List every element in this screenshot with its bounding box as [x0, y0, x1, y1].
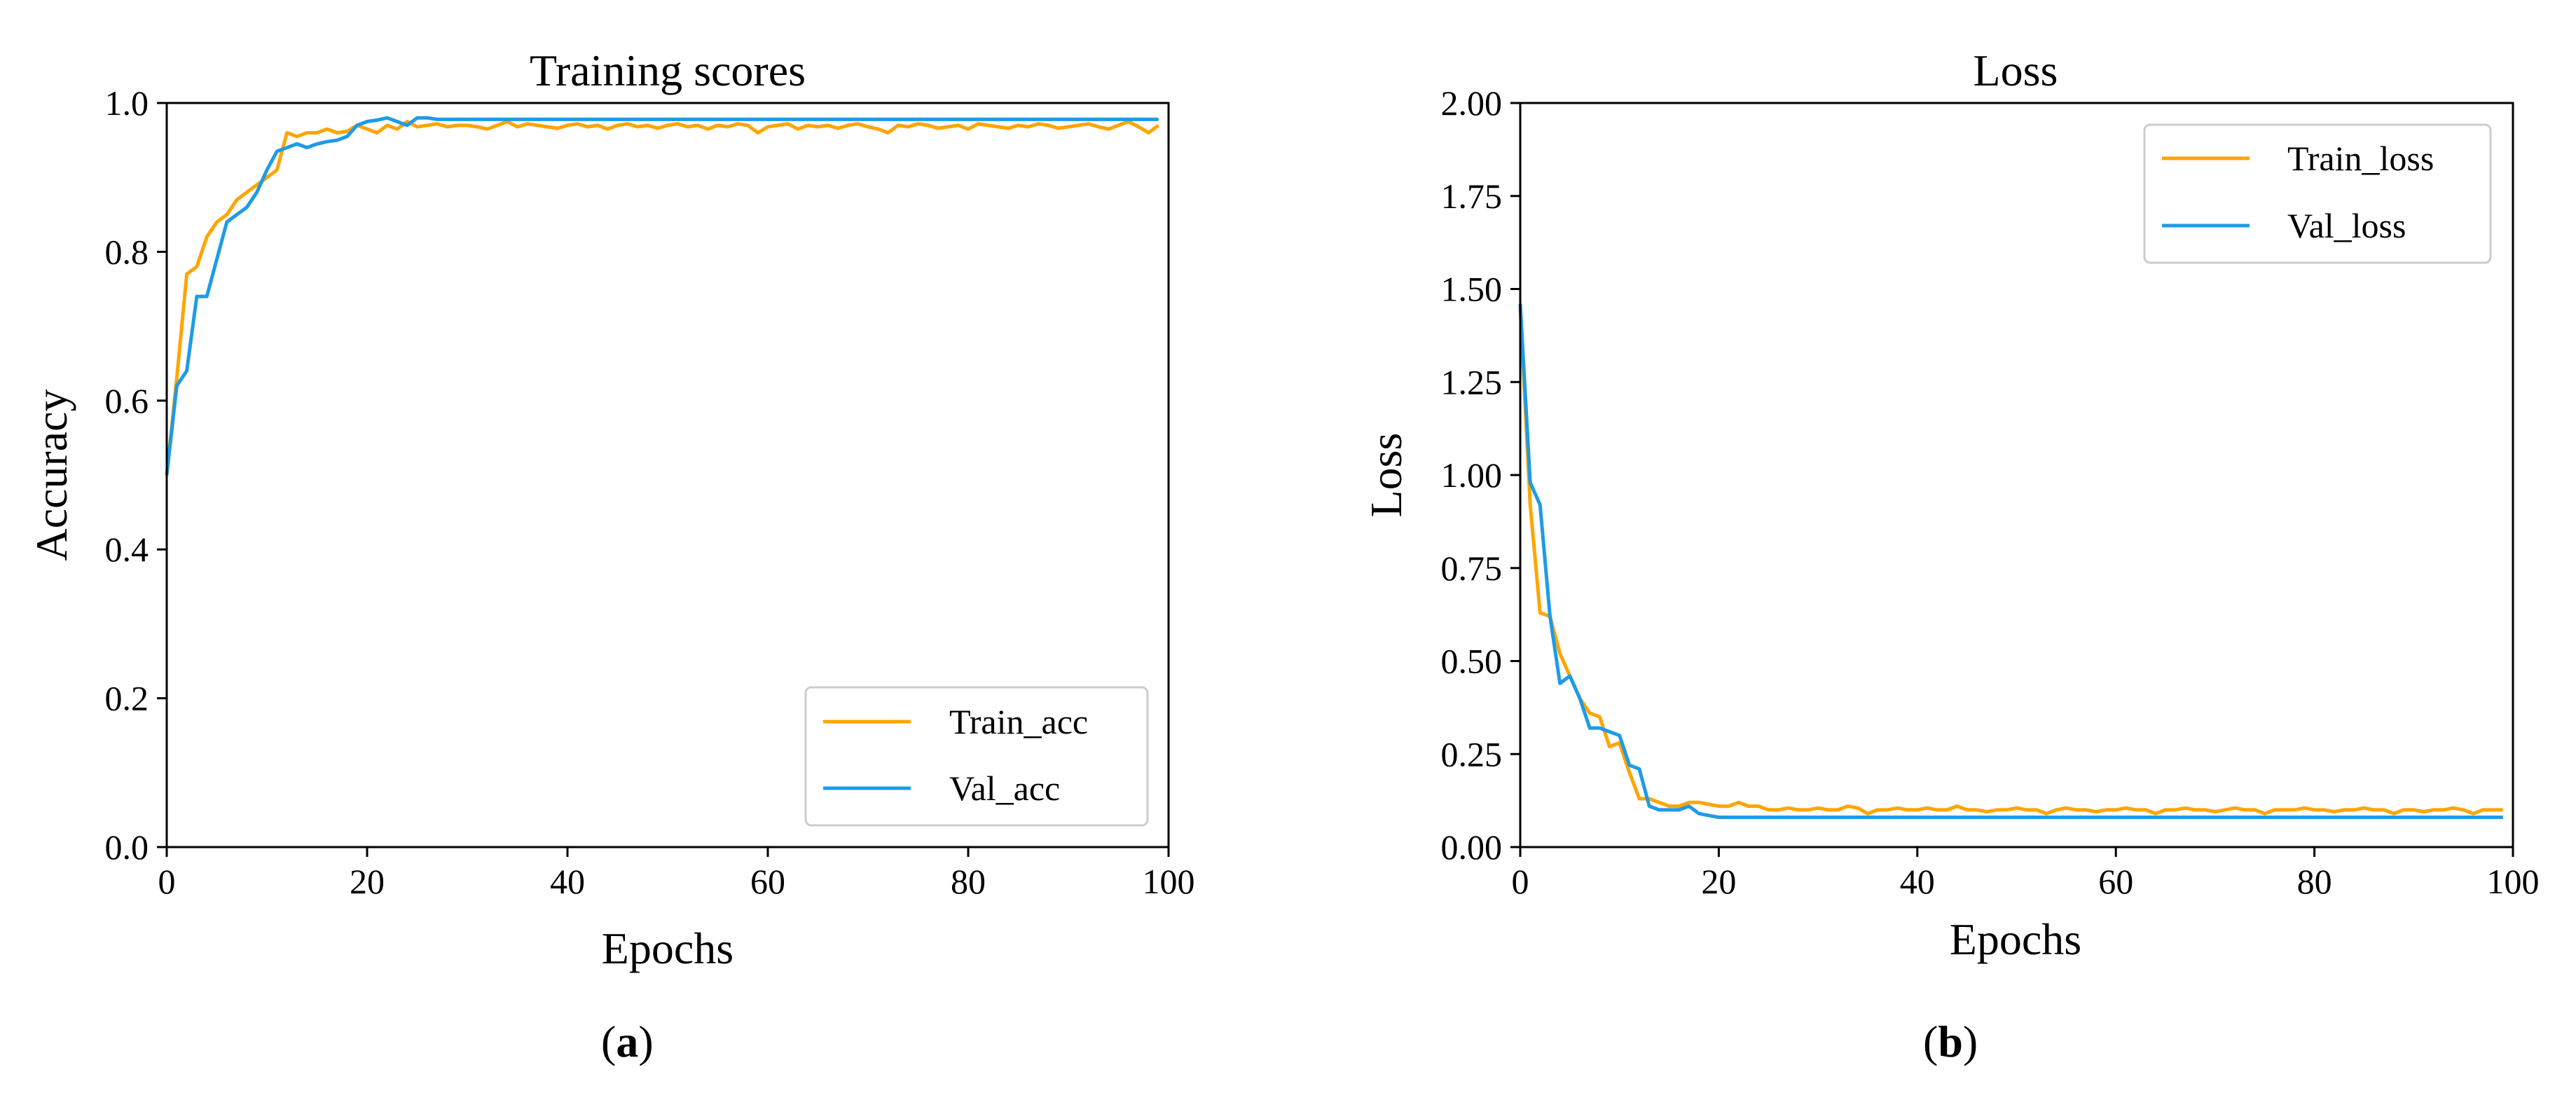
x-tick-label: 0: [158, 862, 176, 901]
x-tick-label: 20: [1701, 862, 1736, 901]
chart-title: Training scores: [530, 46, 806, 95]
legend: Train_acc Val_acc: [804, 686, 1149, 827]
chart-loss: Loss 0 20 40 60 80 100 0.00 0.25 0.50 0.75 1.00 1.…: [1361, 46, 2540, 1066]
legend-label-train-acc: Train_acc: [949, 702, 1088, 741]
y-tick-label: 1.00: [1441, 455, 1503, 495]
x-tick-label: 80: [2297, 862, 2332, 901]
y-axis-ticks: 0.00 0.25 0.50 0.75 1.00 1.25 1.50 1.75 2.00: [1441, 83, 1520, 867]
subfigure-caption-a: (a): [601, 1017, 654, 1066]
y-tick-label: 0.75: [1441, 549, 1503, 588]
x-axis-ticks: 0 20 40 60 80 100: [158, 847, 1195, 901]
series-line-train-loss: [1518, 307, 2503, 816]
series-line-val-loss: [1518, 303, 2503, 819]
y-tick-label: 1.25: [1441, 362, 1503, 401]
x-tick-label: 100: [2487, 862, 2540, 901]
x-tick-label: 100: [1143, 862, 1195, 901]
x-tick-label: 40: [550, 862, 585, 901]
y-axis-ticks: 0.0 0.2 0.4 0.6 0.8 1.0: [105, 83, 167, 867]
chart-training-scores: Training scores 0 20 40 60 80 100 0.00.20.40.…: [27, 46, 1195, 1066]
y-tick-label: 2.00: [1441, 83, 1503, 123]
x-tick-label: 80: [951, 862, 986, 901]
plot-frame: [165, 102, 1170, 848]
x-tick-label: 60: [2098, 862, 2133, 901]
x-tick-label: 0: [1512, 862, 1529, 901]
x-tick-label: 60: [750, 862, 785, 901]
y-tick-label: 0.8: [105, 232, 149, 271]
y-tick-label: 0.50: [1441, 642, 1503, 681]
series-line-train-acc: [165, 120, 1160, 476]
chart-title: Loss: [1974, 46, 2058, 95]
y-tick-label: 0.25: [1441, 734, 1503, 774]
series-layer: [165, 116, 1160, 476]
caption-letter: b: [1938, 1017, 1963, 1066]
x-axis-label: Epochs: [1950, 914, 2081, 964]
y-tick-label: 1.0: [105, 83, 149, 123]
series-line-val-acc: [165, 116, 1159, 476]
x-axis-ticks: 0 20 40 60 80 100: [1512, 847, 2540, 901]
caption-letter: a: [616, 1017, 638, 1066]
y-axis-label: Loss: [1361, 433, 1411, 518]
legend-label-val-loss: Val_loss: [2287, 206, 2406, 245]
series-layer: [1518, 303, 2503, 819]
y-tick-label: 1.50: [1441, 270, 1503, 309]
x-tick-label: 20: [350, 862, 385, 901]
y-tick-label: 0.4: [105, 530, 149, 569]
y-tick-label: 1.75: [1441, 177, 1503, 216]
y-tick-label: 0.2: [105, 679, 149, 718]
y-tick-label: 0.0: [105, 827, 149, 867]
legend-label-train-loss: Train_loss: [2287, 139, 2434, 178]
subfigure-caption-b: (b): [1923, 1017, 1978, 1066]
y-tick-label: 0.6: [105, 381, 149, 420]
y-tick-label: 0.00: [1441, 827, 1503, 867]
y-axis-label: Accuracy: [27, 389, 76, 561]
x-tick-label: 40: [1900, 862, 1935, 901]
legend: Train_loss Val_loss: [2143, 123, 2492, 264]
legend-label-val-acc: Val_acc: [949, 769, 1060, 808]
x-axis-label: Epochs: [602, 923, 733, 973]
